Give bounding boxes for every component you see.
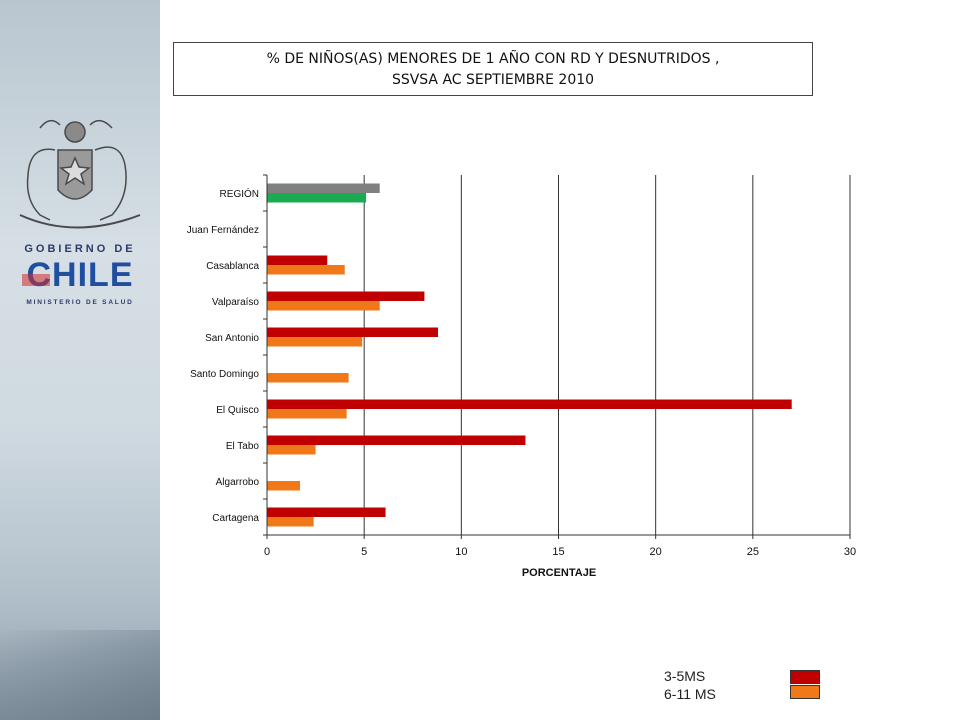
bar-3-5ms: [267, 507, 386, 517]
coat-of-arms-icon: GOBIERNO DE CHILE MINISTERIO DE SALUD: [19, 119, 141, 306]
x-tick-label: 25: [747, 546, 759, 558]
y-tick-label: San Antonio: [205, 333, 259, 344]
logo-red-band: [22, 274, 50, 286]
x-axis-label: PORCENTAJE: [522, 567, 596, 579]
y-tick-label: Algarrobo: [216, 477, 260, 488]
bar-3-5ms: [267, 435, 526, 445]
legend-swatch-6-11ms: [790, 685, 820, 699]
y-tick-label: El Tabo: [226, 441, 260, 452]
bar-6-11ms: [267, 373, 349, 383]
bar-6-11ms: [267, 301, 380, 311]
x-tick-label: 5: [361, 546, 367, 558]
bar-6-11ms: [267, 481, 301, 491]
bars: [267, 183, 792, 527]
bar-3-5ms: [267, 255, 328, 265]
bar-3-5ms: [267, 399, 792, 409]
bar-3-5ms: [267, 183, 380, 193]
mountain-image: [0, 630, 160, 720]
y-tick-label: REGIÓN: [220, 187, 259, 200]
bar-6-11ms: [267, 409, 347, 419]
bar-6-11ms: [267, 517, 314, 527]
logo-sub-text: MINISTERIO DE SALUD: [26, 299, 133, 306]
y-tick-label: El Quisco: [216, 405, 259, 416]
bar-6-11ms: [267, 193, 367, 203]
y-tick-label: Cartagena: [212, 513, 259, 524]
y-tick-label: Santo Domingo: [190, 369, 259, 380]
bar-6-11ms: [267, 445, 316, 455]
axes: 0 5 10 15 20 25 30 REGIÓN Juan Fernández Casablan…: [187, 174, 856, 558]
bar-6-11ms: [267, 337, 363, 347]
y-tick-label: Juan Fernández: [187, 225, 259, 236]
chart-title-box: % DE NIÑOS(AS) MENORES DE 1 AÑO CON RD Y…: [173, 42, 813, 96]
gridlines: [363, 175, 851, 535]
x-tick-label: 30: [844, 546, 856, 558]
bar-3-5ms: [267, 327, 439, 337]
x-tick-label: 0: [264, 546, 270, 558]
legend-label-3-5ms: 3-5MS: [664, 668, 706, 684]
sidebar-panel: GOBIERNO DE CHILE MINISTERIO DE SALUD: [0, 0, 160, 720]
logo-top-text: GOBIERNO DE: [24, 243, 135, 255]
legend-label-6-11ms: 6-11 MS: [664, 686, 716, 702]
chart-title-line1: % DE NIÑOS(AS) MENORES DE 1 AÑO CON RD Y…: [266, 51, 720, 67]
bar-6-11ms: [267, 265, 345, 275]
chart-title-line2: SSVSA AC SEPTIEMBRE 2010: [391, 72, 595, 88]
y-tick-label: Casablanca: [206, 261, 259, 272]
bar-3-5ms: [267, 291, 425, 301]
x-tick-label: 15: [552, 546, 564, 558]
y-tick-label: Valparaíso: [212, 297, 260, 308]
x-tick-label: 10: [455, 546, 467, 558]
x-tick-label: 20: [650, 546, 662, 558]
legend-swatch-3-5ms: [790, 670, 820, 684]
